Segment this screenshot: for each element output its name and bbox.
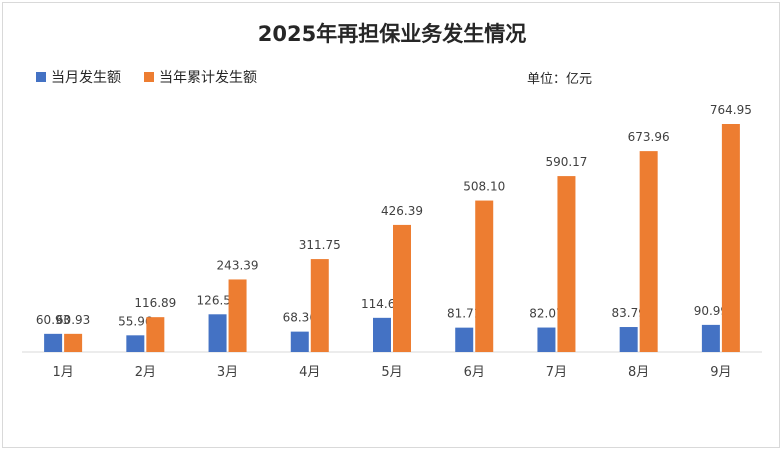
data-label-cumulative: 673.96 <box>628 130 670 144</box>
bar-cumulative <box>228 279 247 352</box>
bar-monthly <box>290 331 309 352</box>
legend-item-cumulative: 当年累计发生额 <box>144 68 257 86</box>
data-label-monthly: 90.99 <box>694 304 728 318</box>
bar-cumulative <box>393 224 411 352</box>
x-tick-label: 1月 <box>52 365 73 380</box>
data-label-cumulative: 508.10 <box>463 180 505 194</box>
data-label-cumulative: 764.95 <box>710 103 752 117</box>
bar-monthly <box>373 317 391 352</box>
x-tick-label: 5月 <box>381 365 402 380</box>
data-label-cumulative: 243.39 <box>217 258 259 272</box>
chart-title: 2025年再担保业务发生情况 <box>257 22 527 46</box>
bar-monthly <box>44 333 63 352</box>
bar-cumulative <box>721 124 740 352</box>
x-tick-label: 9月 <box>710 365 731 380</box>
bar-cumulative <box>557 176 576 352</box>
x-tick-label: 7月 <box>546 365 567 380</box>
bar-monthly <box>208 314 227 352</box>
x-tick-label: 4月 <box>299 365 320 380</box>
bar-cumulative <box>310 259 329 352</box>
bar-monthly <box>537 327 556 352</box>
legend-item-monthly: 当月发生额 <box>36 68 121 86</box>
data-label-cumulative: 60.93 <box>56 313 90 327</box>
data-label-monthly: 83.79 <box>611 306 645 320</box>
bar-monthly <box>701 324 720 352</box>
bar-monthly <box>455 327 474 352</box>
data-label-monthly: 114.64 <box>361 297 403 311</box>
data-label-cumulative: 426.39 <box>381 204 423 218</box>
legend-label-monthly: 当月发生额 <box>51 70 121 86</box>
unit-label: 单位：亿元 <box>527 72 593 87</box>
legend-swatch-monthly <box>36 72 46 82</box>
data-label-cumulative: 311.75 <box>299 238 341 252</box>
data-label-cumulative: 116.89 <box>134 296 176 310</box>
bar-cumulative <box>64 333 83 352</box>
data-label-monthly: 126.50 <box>197 293 239 307</box>
x-tick-label: 6月 <box>464 365 485 380</box>
bar-cumulative <box>639 151 658 352</box>
x-tick-label: 8月 <box>628 365 649 380</box>
legend-label-cumulative: 当年累计发生额 <box>159 70 257 86</box>
legend-swatch-cumulative <box>144 72 154 82</box>
data-label-monthly: 81.71 <box>447 307 481 321</box>
bar-cumulative <box>146 317 165 352</box>
x-tick-label: 3月 <box>217 365 238 380</box>
data-label-cumulative: 590.17 <box>545 155 587 169</box>
data-label-monthly: 68.36 <box>283 311 317 325</box>
data-label-monthly: 60.93 <box>36 313 70 327</box>
data-label-monthly: 55.96 <box>118 314 152 328</box>
bar-monthly <box>126 335 145 352</box>
bar-cumulative <box>475 200 494 352</box>
x-tick-label: 2月 <box>135 365 156 380</box>
data-label-monthly: 82.07 <box>529 307 563 321</box>
bar-monthly <box>619 327 638 352</box>
